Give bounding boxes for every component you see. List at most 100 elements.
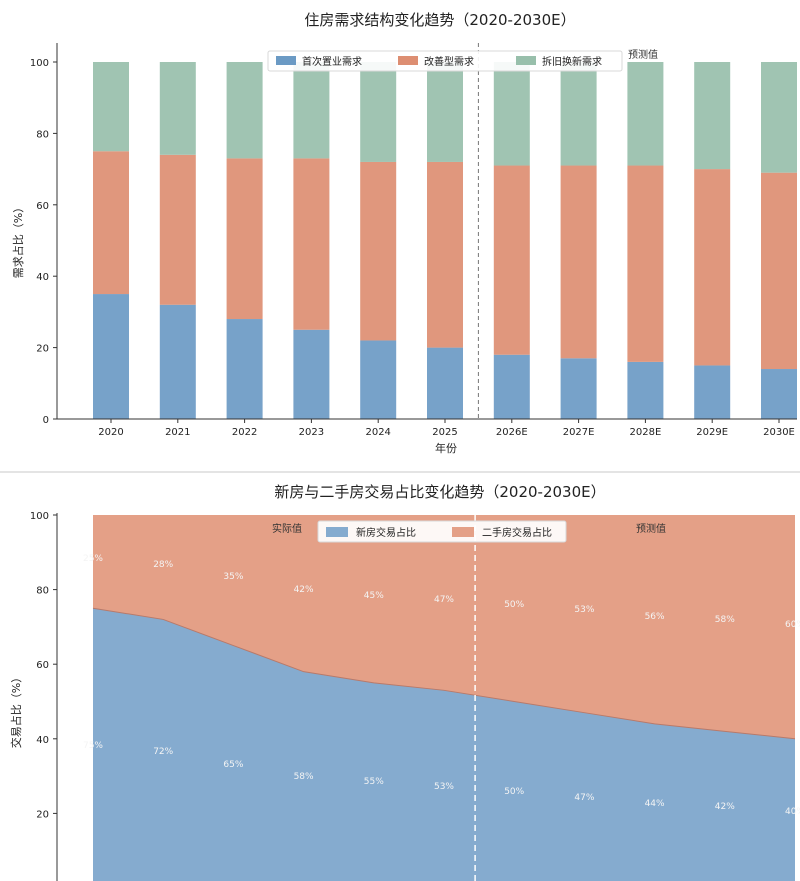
bar-segment	[560, 62, 597, 166]
bar-segment	[427, 347, 463, 419]
new-house-pct-label: 75%	[83, 741, 103, 751]
legend-label: 改善型需求	[424, 55, 474, 68]
chart2-actual-annotation: 实际值	[272, 522, 302, 535]
demand-structure-chart: 住房需求结构变化趋势（2020-2030E） 2020 2021 2022 2023 2…	[11, 11, 797, 455]
y-tick-label: 20	[36, 344, 49, 355]
second-hand-pct-label: 45%	[364, 591, 384, 601]
chart1-xlabel: 年份	[435, 441, 457, 455]
bar-segment	[493, 354, 530, 419]
second-hand-pct-label: 50%	[504, 600, 524, 610]
y-tick-label: 100	[30, 511, 49, 522]
bar-segment	[694, 169, 731, 366]
bar-segment	[761, 62, 797, 173]
bar-segment	[159, 62, 196, 155]
second-hand-pct-label: 56%	[645, 612, 665, 622]
y-tick-label: 60	[36, 660, 49, 671]
x-tick-label: 2025	[432, 427, 457, 438]
legend-swatch	[398, 56, 418, 65]
second-hand-pct-label: 58%	[715, 615, 735, 625]
legend-swatch	[276, 56, 296, 65]
bar-segment	[627, 361, 664, 419]
y-tick-label: 40	[36, 272, 49, 283]
new-house-pct-label: 72%	[153, 747, 173, 757]
chart1-title: 住房需求结构变化趋势（2020-2030E）	[304, 11, 575, 29]
new-house-pct-label: 55%	[364, 777, 384, 787]
bar-segment	[694, 62, 731, 170]
y-tick-label: 40	[36, 735, 49, 746]
legend-box	[317, 520, 567, 543]
bar-segment	[627, 165, 664, 362]
y-tick-label: 100	[30, 58, 49, 69]
area-new-house	[93, 608, 795, 881]
legend-label: 二手房交易占比	[482, 526, 552, 539]
bar-segment	[560, 165, 597, 359]
second-hand-pct-label: 25%	[83, 554, 103, 564]
x-tick-label: 2026E	[496, 427, 528, 438]
bar-segment	[159, 304, 196, 419]
chart2-forecast-annotation: 预测值	[636, 522, 666, 535]
bar-segment	[427, 161, 463, 348]
new-house-pct-label: 44%	[645, 799, 665, 809]
bar-segment	[93, 62, 129, 152]
new-house-pct-label: 65%	[223, 760, 243, 770]
chart2-ylabel: 交易占比（%）	[9, 672, 23, 748]
chart1-forecast-annotation: 预测值	[628, 48, 658, 61]
y-tick-label: 20	[36, 809, 49, 820]
bar-segment	[293, 158, 330, 330]
y-tick-label: 60	[36, 201, 49, 212]
second-hand-pct-label: 47%	[434, 595, 454, 605]
legend-swatch	[326, 527, 348, 537]
bar-segment	[360, 340, 397, 419]
bar-segment	[159, 154, 196, 305]
bar-segment	[93, 151, 129, 295]
second-hand-pct-label: 53%	[574, 605, 594, 615]
bar-segment	[493, 62, 530, 166]
bar-segment	[226, 158, 263, 320]
x-tick-label: 2023	[299, 427, 324, 438]
area-boundary-line	[92, 607, 796, 740]
bar-segment	[694, 365, 731, 419]
x-tick-label: 2027E	[563, 427, 595, 438]
second-hand-pct-label: 35%	[223, 572, 243, 582]
bar-segment	[627, 62, 664, 166]
bar-segment	[360, 161, 397, 341]
bar-segment	[226, 62, 263, 159]
legend-label: 拆旧换新需求	[542, 55, 602, 68]
x-tick-label: 2020	[98, 427, 123, 438]
bar-segment	[761, 369, 797, 419]
y-tick-label: 0	[43, 415, 49, 426]
chart2-title: 新房与二手房交易占比变化趋势（2020-2030E）	[274, 483, 605, 501]
legend-label: 新房交易占比	[356, 526, 416, 539]
transaction-share-chart: 新房与二手房交易占比变化趋势（2020-2030E） 25% 28% 35% 42% 4…	[9, 483, 800, 881]
x-tick-label: 2024	[365, 427, 390, 438]
legend-swatch	[516, 56, 536, 65]
bar-segment	[360, 62, 397, 162]
bar-segment	[761, 172, 797, 370]
bar-segment	[493, 165, 530, 355]
second-hand-pct-label: 42%	[294, 585, 314, 595]
y-tick-label: 80	[36, 129, 49, 140]
bar-segment	[93, 294, 129, 419]
x-tick-label: 2022	[232, 427, 257, 438]
second-hand-pct-label: 28%	[153, 560, 173, 570]
second-hand-pct-label: 60%	[785, 620, 800, 630]
x-tick-label: 2028E	[630, 427, 662, 438]
legend-label: 首次置业需求	[302, 55, 362, 68]
bar-segment	[293, 62, 330, 159]
bar-segment	[427, 62, 463, 162]
x-tick-label: 2021	[165, 427, 190, 438]
x-tick-label: 2029E	[696, 427, 728, 438]
legend-swatch	[452, 527, 474, 537]
bar-segment	[293, 329, 330, 419]
new-house-pct-label: 53%	[434, 782, 454, 792]
new-house-pct-label: 40%	[785, 807, 800, 817]
bar-segment	[560, 358, 597, 419]
new-house-pct-label: 47%	[574, 793, 594, 803]
new-house-pct-label: 42%	[715, 802, 735, 812]
chart1-ylabel: 需求占比（%）	[11, 202, 25, 278]
new-house-pct-label: 58%	[294, 772, 314, 782]
new-house-pct-label: 50%	[504, 787, 524, 797]
bar-segment	[226, 319, 263, 419]
x-tick-label: 2030E	[763, 427, 795, 438]
